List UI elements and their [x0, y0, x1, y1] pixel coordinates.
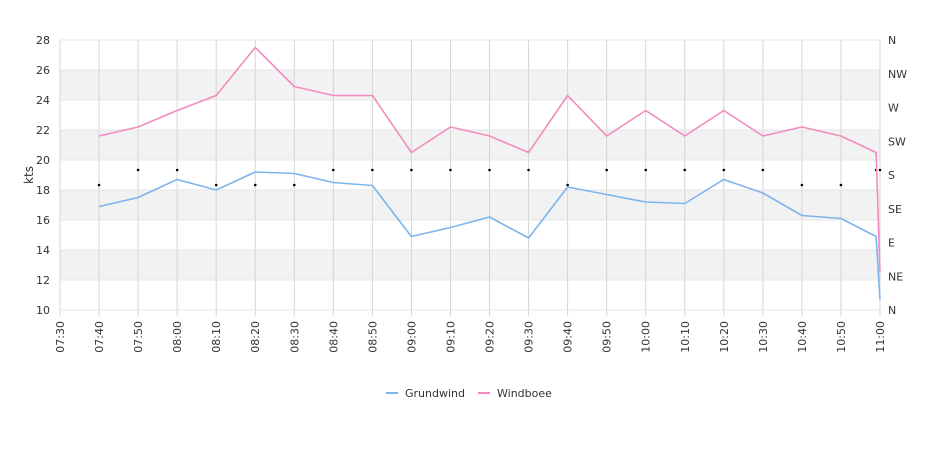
- direction-marker: [683, 168, 687, 172]
- direction-marker: [722, 168, 726, 172]
- y-tick-label: 24: [36, 94, 50, 107]
- y-tick-label: 12: [36, 274, 50, 287]
- direction-marker: [371, 168, 374, 172]
- x-tick-label: 10:10: [679, 321, 692, 353]
- x-tick-label: 10:20: [718, 321, 731, 353]
- y-tick-label: 20: [36, 154, 50, 167]
- x-tick-label: 10:00: [640, 321, 653, 353]
- y-tick-label: 22: [36, 124, 50, 137]
- x-tick-label: 09:50: [601, 321, 614, 353]
- x-tick-label: 11:00: [874, 321, 887, 353]
- direction-marker: [214, 183, 218, 187]
- x-tick-label: 08:20: [249, 321, 262, 353]
- direction-marker: [839, 183, 843, 187]
- direction-tick-label: SE: [888, 203, 902, 216]
- direction-marker: [332, 168, 335, 172]
- direction-tick-label: N: [888, 304, 896, 317]
- y-axis-label: kts: [22, 166, 36, 184]
- direction-axis-ticks: N NE E SE S SW W NW N: [888, 34, 907, 317]
- series-lines: [98, 46, 881, 300]
- direction-marker: [410, 168, 413, 172]
- x-tick-label: 07:50: [132, 321, 145, 353]
- direction-marker: [878, 168, 882, 172]
- legend[interactable]: Grundwind Windboee: [386, 387, 552, 400]
- plot-bands: [60, 70, 880, 280]
- direction-markers: [97, 168, 882, 187]
- direction-tick-label: SW: [888, 135, 906, 148]
- x-tick-label: 10:30: [757, 321, 770, 353]
- direction-marker: [136, 168, 140, 172]
- x-tick-label: 08:10: [210, 321, 223, 353]
- direction-tick-label: W: [888, 102, 899, 115]
- legend-label: Windboee: [497, 387, 552, 400]
- direction-marker: [800, 183, 804, 187]
- y-tick-label: 26: [36, 64, 50, 77]
- x-tick-label: 08:40: [327, 321, 340, 353]
- plot-band: [60, 70, 880, 100]
- y-axis-ticks: 10 12 14 16 18 20 22 24 26 28: [36, 34, 50, 317]
- direction-marker: [97, 183, 101, 187]
- plot-band: [60, 190, 880, 220]
- direction-marker: [644, 168, 648, 172]
- direction-tick-label: E: [888, 237, 895, 250]
- legend-item-windboee[interactable]: Windboee: [478, 387, 552, 400]
- horizontal-grid: [60, 39, 880, 311]
- direction-marker: [761, 168, 765, 172]
- direction-tick-label: NW: [888, 68, 907, 81]
- direction-marker: [449, 168, 452, 172]
- x-tick-label: 09:20: [484, 321, 497, 353]
- direction-marker: [175, 168, 179, 172]
- x-tick-label: 07:40: [93, 321, 106, 353]
- direction-marker: [253, 183, 257, 187]
- direction-marker: [605, 168, 608, 172]
- direction-tick-label: N: [888, 34, 896, 47]
- direction-marker: [566, 183, 569, 187]
- x-tick-label: 09:10: [444, 321, 457, 353]
- direction-tick-label: NE: [888, 270, 903, 283]
- x-tick-label: 09:40: [562, 321, 575, 353]
- x-tick-label: 08:00: [171, 321, 184, 353]
- x-tick-label: 09:30: [523, 321, 536, 353]
- y-tick-label: 18: [36, 184, 50, 197]
- direction-tick-label: S: [888, 169, 895, 182]
- x-axis-ticks: 07:30 07:40 07:50 08:00 08:10 08:20 08:30 08:40…: [54, 321, 887, 353]
- y-tick-label: 10: [36, 304, 50, 317]
- y-tick-label: 28: [36, 34, 50, 47]
- plot-band: [60, 250, 880, 280]
- direction-marker: [292, 183, 296, 187]
- y-tick-label: 14: [36, 244, 50, 257]
- x-tick-label: 10:50: [835, 321, 848, 353]
- y-tick-label: 16: [36, 214, 50, 227]
- x-tick-label: 08:50: [366, 321, 379, 353]
- x-tick-label: 08:30: [288, 321, 301, 353]
- direction-marker: [527, 168, 530, 172]
- x-tick-label: 09:00: [405, 321, 418, 353]
- x-tick-label: 07:30: [54, 321, 67, 353]
- direction-marker: [488, 168, 491, 172]
- series-line-windboee: [98, 46, 881, 273]
- plot-band: [60, 130, 880, 160]
- x-tick-label: 10:40: [796, 321, 809, 353]
- series-line-grundwind: [98, 171, 881, 300]
- legend-item-grundwind[interactable]: Grundwind: [386, 387, 465, 400]
- legend-label: Grundwind: [405, 387, 465, 400]
